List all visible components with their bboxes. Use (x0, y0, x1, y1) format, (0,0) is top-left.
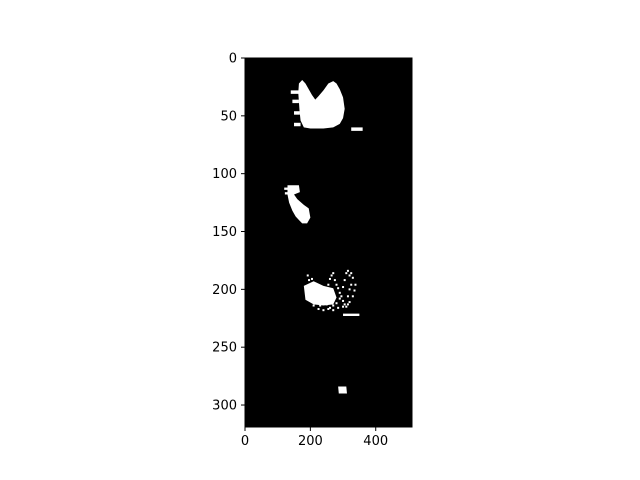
speckle (315, 297, 318, 300)
plot-frame (244, 57, 413, 428)
speckle (342, 286, 345, 289)
heart-blob (290, 79, 363, 131)
heart-blob-fragment (290, 90, 299, 94)
speckle (328, 277, 331, 280)
small-blob (284, 185, 311, 224)
speckle (312, 304, 315, 307)
speckle (319, 288, 322, 291)
y-tick-label: 0 (229, 52, 237, 67)
y-axis: 0 50 100 150 200 250 300 (212, 52, 245, 414)
speckle (343, 303, 346, 306)
x-axis: 0 200 400 (241, 427, 388, 449)
speckle (346, 295, 349, 298)
speckle (351, 295, 354, 298)
speckle (310, 287, 313, 290)
speckle (332, 304, 335, 307)
speckle-cluster (303, 269, 360, 316)
speckle (314, 282, 317, 285)
speckle (328, 306, 331, 309)
speckle (351, 276, 354, 279)
speckle (327, 308, 330, 311)
speckle (325, 303, 328, 306)
speckle (338, 297, 341, 300)
speckle (353, 289, 356, 292)
speckle (310, 277, 313, 280)
speckle (342, 299, 345, 302)
speckle (337, 306, 340, 309)
speckle (320, 299, 323, 302)
small-rectangle-body (338, 386, 347, 394)
speckle (346, 269, 349, 272)
speckle (327, 283, 330, 286)
speckle (333, 279, 336, 282)
speckle (309, 299, 312, 302)
speckle (348, 301, 351, 304)
speckle (312, 291, 315, 294)
speckle (345, 305, 348, 308)
speckle (309, 283, 312, 286)
x-tick-label: 400 (363, 434, 388, 449)
speckle (340, 295, 343, 298)
speckle (337, 287, 340, 290)
speckle (322, 294, 325, 297)
speckle (324, 298, 327, 301)
speckle (350, 272, 353, 275)
y-tick-label: 50 (220, 109, 237, 124)
heart-blob-fragment (292, 99, 299, 104)
heart-blob-fragment (294, 111, 300, 115)
speckle (348, 288, 351, 291)
speckle (332, 272, 335, 275)
y-tick-label: 200 (212, 283, 237, 298)
heart-blob-fragment (351, 127, 363, 131)
speckle (325, 290, 328, 293)
heart-blob-fragment (294, 122, 301, 127)
speckle (335, 283, 338, 286)
heart-blob-body (298, 79, 345, 129)
speckle (332, 309, 335, 312)
speckle (306, 274, 309, 277)
speckle (335, 302, 338, 305)
speckle (354, 283, 357, 286)
speckle (317, 308, 320, 311)
small-blob-fragment (284, 192, 289, 195)
x-tick-label: 200 (298, 434, 323, 449)
speckle (308, 279, 311, 282)
speckle-cluster-fragment (343, 313, 360, 316)
small-rectangle (338, 386, 347, 394)
y-tick-label: 250 (212, 341, 237, 356)
speckle (348, 274, 351, 277)
speckle (342, 305, 345, 308)
speckle (317, 302, 320, 305)
small-blob-fragment (284, 187, 290, 190)
y-tick-label: 100 (212, 167, 237, 182)
speckle (343, 279, 346, 282)
speckle (345, 272, 348, 275)
speckle (319, 304, 322, 307)
y-tick-label: 300 (212, 399, 237, 414)
x-tick-label: 0 (241, 434, 249, 449)
speckle (330, 274, 333, 277)
mask-regions (284, 79, 363, 394)
speckle (338, 291, 341, 294)
small-blob-body (287, 185, 311, 224)
speckle (350, 283, 353, 286)
speckle (346, 303, 349, 306)
speckle (322, 309, 325, 312)
y-tick-label: 150 (212, 225, 237, 240)
